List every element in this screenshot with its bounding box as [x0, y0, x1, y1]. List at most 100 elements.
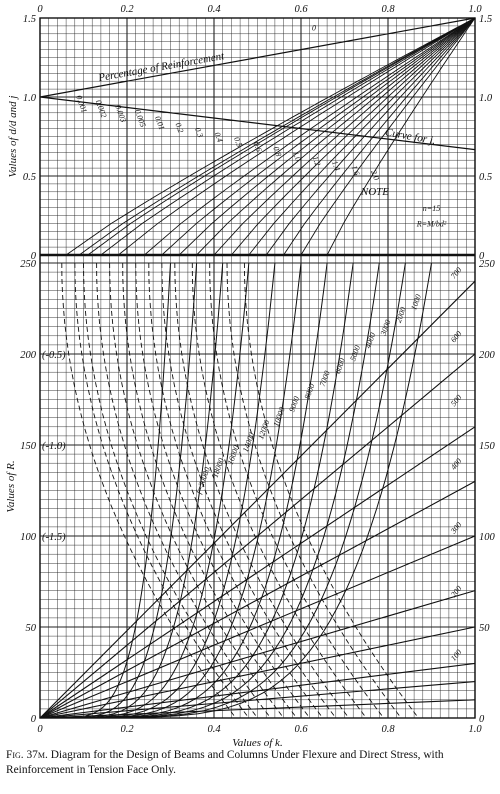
note-r: R=M/bd²	[416, 220, 447, 229]
k-curve	[248, 17, 476, 256]
stress-curve-label: 16000	[226, 444, 241, 466]
y-tick-left-lower: 0	[31, 714, 37, 725]
right-curve-label: 500	[449, 393, 464, 408]
k-curve	[265, 17, 476, 256]
k-curve-label: 0	[312, 24, 316, 33]
dashed-curve	[209, 262, 385, 719]
dashed-curve	[243, 262, 419, 719]
y-tick-left-lower: 100	[20, 532, 37, 543]
k-curve	[161, 17, 476, 256]
stress-curve-label: 14000	[241, 431, 256, 453]
dashed-curve	[83, 262, 258, 719]
y-tick-right-lower: 0	[479, 714, 485, 725]
k-curve	[283, 17, 476, 256]
radial-line	[39, 681, 476, 719]
dashed-curve	[122, 262, 298, 719]
y-tick-right-upper: 1.0	[479, 93, 493, 104]
k-curve-label: 0.005	[133, 108, 148, 128]
stress-curve-label: 4000	[363, 331, 377, 349]
k-curve-label: 0.5	[232, 136, 244, 148]
k-curve-label: 0.6	[252, 140, 264, 152]
y-axis-label-lower: Values of R.	[5, 460, 17, 512]
stress-curve	[39, 262, 302, 719]
k-curve	[118, 17, 476, 256]
dashed-curve	[135, 262, 311, 719]
radial-line	[39, 626, 476, 719]
x-tick-top: 1.0	[468, 4, 482, 15]
x-tick-top: 0.8	[381, 4, 395, 15]
design-diagram: 0 0.2 0.4 0.6 0.8 1.00 0.2 0.4 0.6 0.8 1.00 00.5 0.5…	[5, 4, 496, 748]
y-tick-left-upper: 1.5	[23, 14, 36, 25]
k-curve-label: 1.6	[350, 164, 362, 176]
right-curve-label: 100	[449, 648, 464, 663]
x-tick-top: 0.6	[294, 4, 308, 15]
y-tick-left-lower: 150	[20, 441, 37, 452]
stress-curve-label: 10000	[271, 406, 286, 428]
right-curve-label: 700	[449, 266, 464, 281]
k-curve-label: 0.3	[193, 126, 205, 138]
k-curve-label: 1.2	[310, 155, 322, 167]
x-tick-top: 0.2	[120, 4, 134, 15]
left-side-label: (-0.5)	[42, 350, 66, 361]
stress-curve	[39, 262, 198, 719]
x-tick-bottom: 0.6	[294, 724, 308, 735]
stress-curve-label: 5000	[348, 344, 362, 362]
k-curve	[78, 17, 476, 256]
radial-line	[39, 590, 476, 719]
right-curve-label: 200	[449, 584, 464, 599]
j-line	[39, 96, 476, 151]
stress-curve-label: 8000	[303, 382, 317, 400]
stress-curve-label: 3000	[378, 319, 392, 338]
x-tick-top: 0.4	[207, 4, 221, 15]
x-tick-bottom: 0.2	[120, 724, 134, 735]
right-curve-label: 300	[448, 520, 463, 536]
x-tick-top: 0	[37, 4, 43, 15]
k-curve	[213, 17, 476, 256]
grid	[39, 17, 476, 719]
dashed-curve	[148, 262, 324, 719]
y-tick-right-upper: 0.5	[479, 172, 492, 183]
stress-curve	[39, 262, 380, 719]
stress-curve-label: 12000	[256, 419, 271, 441]
stress-curve	[39, 262, 354, 719]
x-tick-bottom: 1.0	[468, 724, 482, 735]
y-tick-left-upper: 1.0	[23, 93, 37, 104]
k-curve	[300, 17, 476, 256]
dashed-curve	[226, 262, 402, 719]
stress-curve	[39, 262, 328, 719]
figure-number: Fig. 37m.	[6, 749, 48, 761]
radial-line	[39, 353, 476, 719]
radial-line	[39, 535, 476, 719]
stress-curve	[39, 262, 224, 719]
radial-line	[39, 662, 476, 719]
radial-line	[39, 699, 476, 719]
k-curve-label: 0.4	[213, 131, 225, 143]
y-tick-right-upper: 0	[479, 251, 485, 262]
percentage-line	[39, 17, 476, 98]
stress-curve	[39, 262, 406, 719]
dashed-curve	[174, 262, 350, 719]
right-curve-label: 400	[449, 457, 464, 472]
labels: 0 0.2 0.4 0.6 0.8 1.00 0.2 0.4 0.6 0.8 1.00 00.5 0.5…	[5, 4, 496, 748]
radial-line	[39, 426, 476, 719]
y-axis-label-upper: Values of d/d and j	[7, 96, 19, 178]
y-tick-left-upper: 0.5	[23, 172, 36, 183]
dashed-curve	[96, 262, 271, 719]
k-curve-label: 0.002	[94, 99, 109, 119]
k-curve-label: 1.4	[330, 159, 342, 171]
x-tick-bottom: 0.8	[381, 724, 395, 735]
k-curve-label: 2.0	[369, 169, 381, 181]
figure-title: Diagram for the Design of Beams and Colu…	[6, 749, 444, 776]
left-side-label: (-1.5)	[42, 532, 66, 543]
stress-curve-label: 9000	[287, 395, 301, 413]
k-curve	[87, 17, 476, 256]
k-curve	[231, 17, 476, 256]
k-curve	[178, 17, 476, 256]
dashed-curve	[161, 262, 337, 719]
y-tick-right-lower: 150	[479, 441, 496, 452]
k-curve-label: 0.01	[153, 115, 166, 131]
y-tick-left-lower: 200	[20, 350, 37, 361]
k-curve	[326, 17, 476, 256]
y-tick-right-lower: 50	[479, 623, 490, 634]
stress-curve	[39, 262, 250, 719]
